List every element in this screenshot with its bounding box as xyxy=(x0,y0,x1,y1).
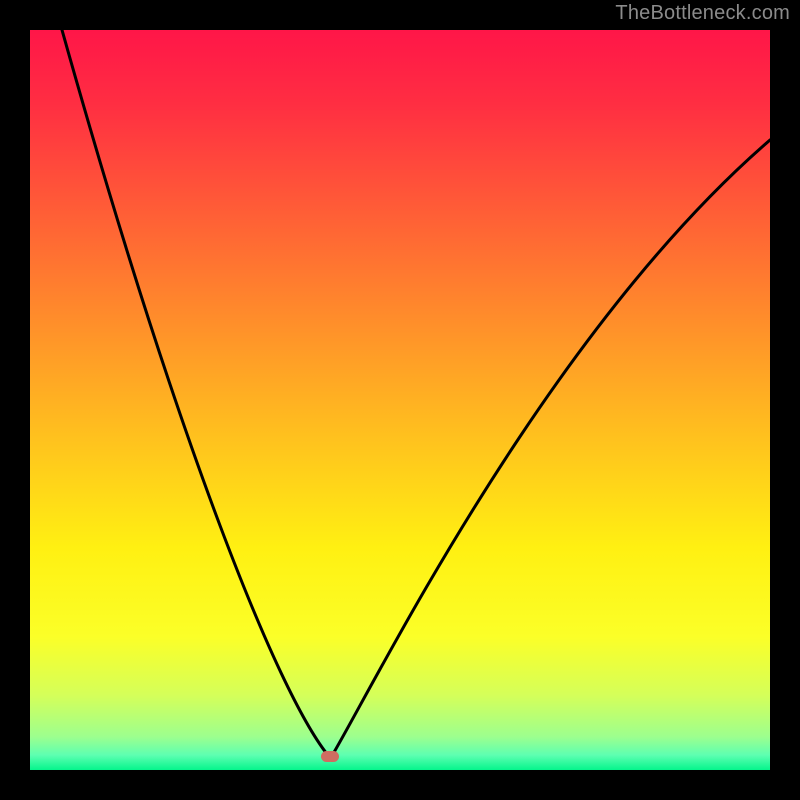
chart-frame: TheBottleneck.com xyxy=(0,0,800,800)
bottleneck-curve xyxy=(30,30,770,770)
plot-area xyxy=(30,30,770,770)
curve-path xyxy=(62,30,770,754)
minimum-marker xyxy=(321,751,339,762)
watermark-label: TheBottleneck.com xyxy=(615,2,790,25)
